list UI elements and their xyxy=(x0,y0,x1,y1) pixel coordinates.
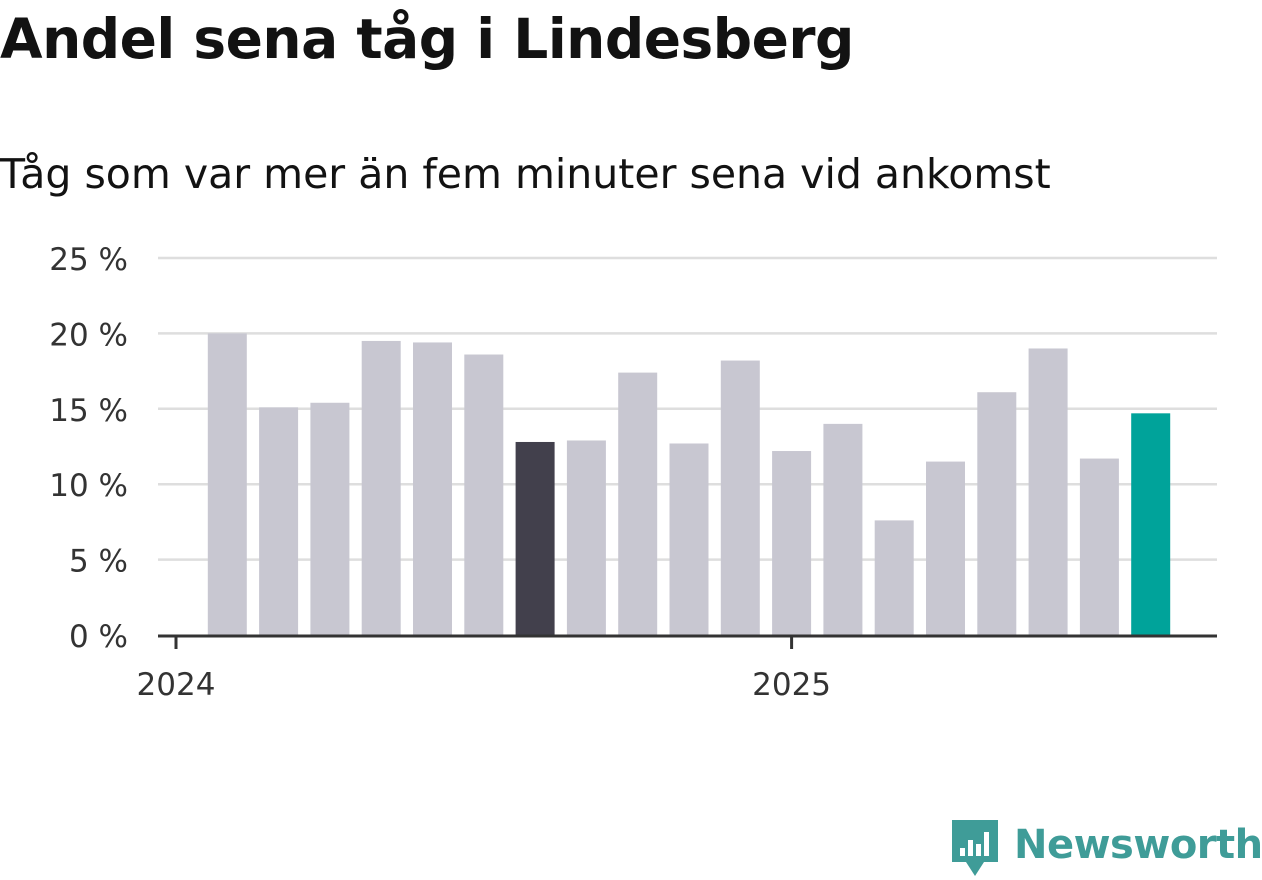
bar-2024-02 xyxy=(259,407,299,635)
x-axis: 2024 2025 xyxy=(137,634,1217,703)
y-tick-label: 20 % xyxy=(49,317,128,353)
newsworthy-logo-icon xyxy=(952,820,998,876)
bar-2025-01 xyxy=(823,423,863,635)
bar-2025-04 xyxy=(977,392,1017,635)
y-tick-labels: 0 % 5 % 10 % 15 % 20 % 25 % xyxy=(49,242,128,655)
y-tick-label: 5 % xyxy=(69,544,128,580)
bar-2024-08 xyxy=(566,440,606,635)
bar-2024-07 xyxy=(515,441,555,635)
bar-2024-05 xyxy=(413,342,452,635)
brand-name: Newsworthy xyxy=(1014,822,1262,868)
chart-subtitle: Tåg som var mer än fem minuter sena vid … xyxy=(0,150,1051,198)
bar-2024-01 xyxy=(207,333,247,635)
bar-2025-05 xyxy=(1028,348,1068,635)
bar-2024-11 xyxy=(720,360,760,635)
bar-2024-06 xyxy=(464,354,504,635)
y-tick-label: 15 % xyxy=(49,393,128,429)
bars xyxy=(207,333,1171,635)
bar-2024-03 xyxy=(310,402,350,635)
x-tick-label: 2025 xyxy=(752,667,831,703)
x-tick-label: 2024 xyxy=(137,667,216,703)
y-tick-label: 10 % xyxy=(49,468,128,504)
y-tick-label: 25 % xyxy=(49,242,128,278)
bar-2024-10 xyxy=(669,443,709,635)
bar-2025-07 xyxy=(1131,413,1171,635)
bar-2024-09 xyxy=(618,372,658,635)
chart-title: Andel sena tåg i Lindesberg xyxy=(0,7,854,71)
bar-2025-03 xyxy=(926,461,965,635)
bar-2025-06 xyxy=(1079,458,1119,635)
bar-2025-02 xyxy=(874,520,914,635)
bar-2024-04 xyxy=(361,340,401,635)
bar-2024-12 xyxy=(772,451,812,635)
y-tick-label: 0 % xyxy=(69,619,128,655)
newsworthy-logo: Newsworthy xyxy=(950,818,1262,880)
